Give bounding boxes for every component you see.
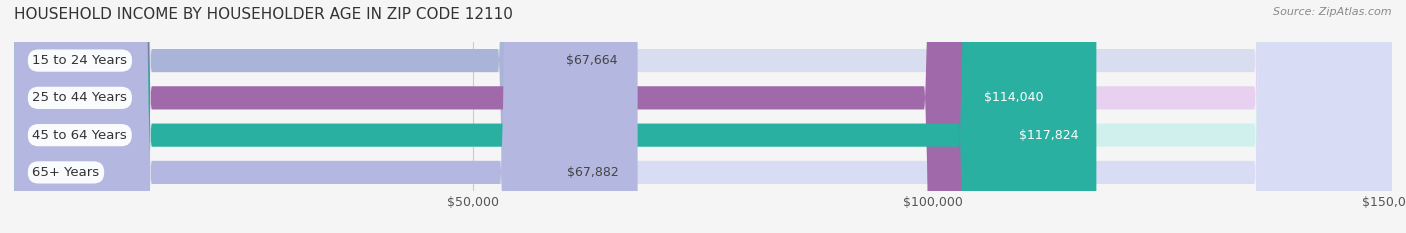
- FancyBboxPatch shape: [14, 0, 1392, 233]
- Text: $67,882: $67,882: [568, 166, 619, 179]
- Text: 15 to 24 Years: 15 to 24 Years: [32, 54, 128, 67]
- FancyBboxPatch shape: [14, 0, 1062, 233]
- Text: $117,824: $117,824: [1018, 129, 1078, 142]
- Text: 25 to 44 Years: 25 to 44 Years: [32, 91, 128, 104]
- Text: $114,040: $114,040: [984, 91, 1043, 104]
- Text: 65+ Years: 65+ Years: [32, 166, 100, 179]
- FancyBboxPatch shape: [14, 0, 637, 233]
- Text: Source: ZipAtlas.com: Source: ZipAtlas.com: [1274, 7, 1392, 17]
- Text: HOUSEHOLD INCOME BY HOUSEHOLDER AGE IN ZIP CODE 12110: HOUSEHOLD INCOME BY HOUSEHOLDER AGE IN Z…: [14, 7, 513, 22]
- Text: $67,664: $67,664: [565, 54, 617, 67]
- FancyBboxPatch shape: [14, 0, 1392, 233]
- FancyBboxPatch shape: [14, 0, 1392, 233]
- FancyBboxPatch shape: [14, 0, 1097, 233]
- FancyBboxPatch shape: [14, 0, 1392, 233]
- Text: 45 to 64 Years: 45 to 64 Years: [32, 129, 127, 142]
- FancyBboxPatch shape: [14, 0, 636, 233]
